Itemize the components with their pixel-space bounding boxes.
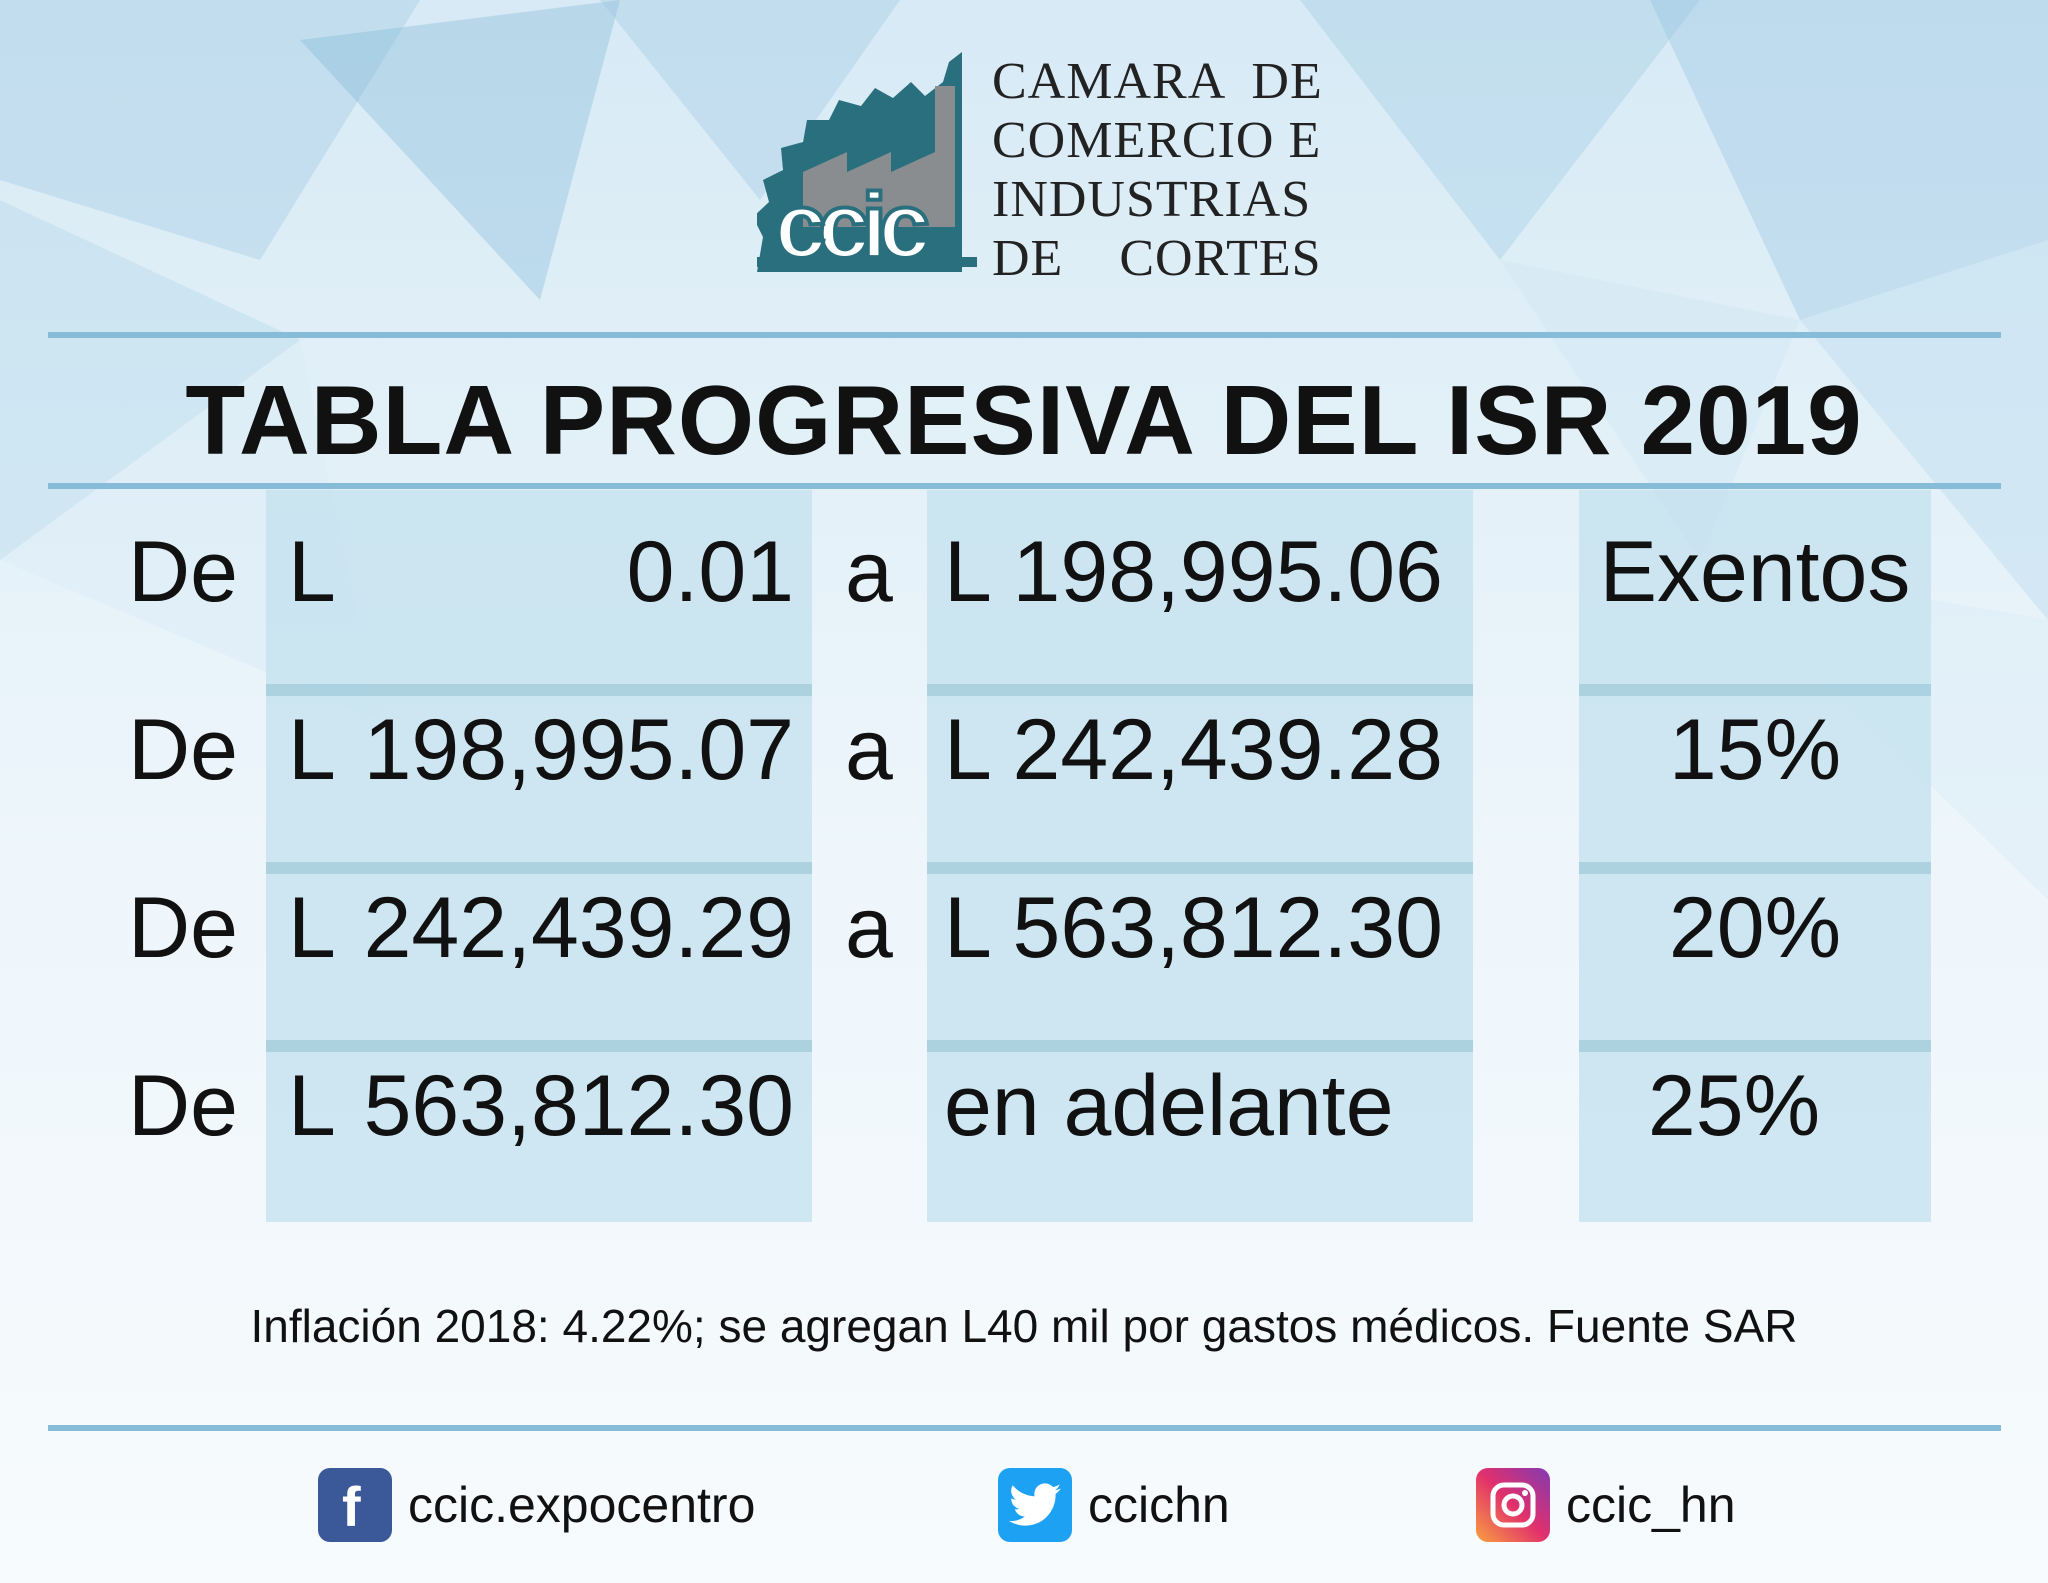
row-separator: [1579, 1040, 1931, 1052]
rate-value: 25%: [1647, 1058, 1821, 1154]
org-name: CAMARA DE COMERCIO E INDUSTRIAS DE CORTE…: [992, 52, 1323, 288]
from-amount: 563,812.30: [363, 1058, 794, 1154]
to-amount: L 198,995.06: [944, 524, 1443, 620]
a-label: a: [845, 524, 893, 620]
currency-label: L: [288, 1058, 336, 1154]
rate-column-panel: [1579, 490, 1931, 1222]
rate-value: Exentos: [1599, 524, 1911, 620]
a-label: a: [845, 880, 893, 976]
divider-footer: [48, 1425, 2001, 1431]
org-name-line-4: DE CORTES: [992, 230, 1322, 287]
factory-gear-logo-icon: ccic: [757, 52, 977, 279]
currency-label: L: [288, 524, 336, 620]
table-row: De L 563,812.30 en adelante 25%: [0, 1056, 2048, 1232]
instagram-handle[interactable]: ccic_hn: [1566, 1477, 1736, 1533]
table-row: De L 0.01 a L 198,995.06 Exentos: [0, 522, 2048, 698]
from-amount: 242,439.29: [363, 880, 794, 976]
de-label: De: [128, 524, 238, 620]
row-separator: [927, 684, 1473, 696]
ccic-logo: ccic CAMARA DE COMERCIO E INDUSTRIAS DE …: [757, 52, 1322, 287]
currency-label: L: [288, 702, 336, 798]
svg-text:ccic: ccic: [775, 175, 928, 277]
row-separator: [266, 684, 812, 696]
row-separator: [266, 862, 812, 874]
row-separator: [927, 1040, 1473, 1052]
to-column-panel: [927, 490, 1473, 1222]
table-row: De L 242,439.29 a L 563,812.30 20%: [0, 878, 2048, 1054]
table-row: De L 198,995.07 a L 242,439.28 15%: [0, 700, 2048, 876]
footnote: Inflación 2018: 4.22%; se agregan L40 mi…: [250, 1300, 1798, 1352]
facebook-handle[interactable]: ccic.expocentro: [408, 1477, 756, 1533]
divider-top: [48, 332, 2001, 338]
social-twitter[interactable]: ccichn: [998, 1465, 1230, 1545]
de-label: De: [128, 702, 238, 798]
currency-label: L: [288, 880, 336, 976]
from-amount: 198,995.07: [363, 702, 794, 798]
to-amount: L 563,812.30: [944, 880, 1443, 976]
social-instagram[interactable]: ccic_hn: [1476, 1465, 1736, 1545]
twitter-handle[interactable]: ccichn: [1088, 1477, 1230, 1533]
org-name-line-3: INDUSTRIAS: [992, 171, 1312, 228]
org-name-line-1: CAMARA DE: [992, 53, 1323, 110]
de-label: De: [128, 1058, 238, 1154]
page-title: TABLA PROGRESIVA DEL ISR 2019: [185, 365, 1863, 475]
de-label: De: [128, 880, 238, 976]
facebook-icon: f: [318, 1468, 392, 1542]
org-name-line-2: COMERCIO E: [992, 112, 1322, 169]
svg-text:f: f: [342, 1476, 361, 1534]
row-separator: [266, 1040, 812, 1052]
from-column-panel: [266, 490, 812, 1222]
to-amount: en adelante: [944, 1058, 1394, 1154]
a-label: a: [845, 702, 893, 798]
to-amount: L 242,439.28: [944, 702, 1443, 798]
row-separator: [927, 862, 1473, 874]
from-amount: 0.01: [626, 524, 794, 620]
rate-value: 15%: [1668, 702, 1842, 798]
twitter-icon: [998, 1468, 1072, 1542]
row-separator: [1579, 684, 1931, 696]
row-separator: [1579, 862, 1931, 874]
instagram-icon: [1476, 1468, 1550, 1542]
rate-value: 20%: [1668, 880, 1842, 976]
divider-below-title: [48, 483, 2001, 489]
social-facebook[interactable]: f ccic.expocentro: [318, 1465, 755, 1545]
